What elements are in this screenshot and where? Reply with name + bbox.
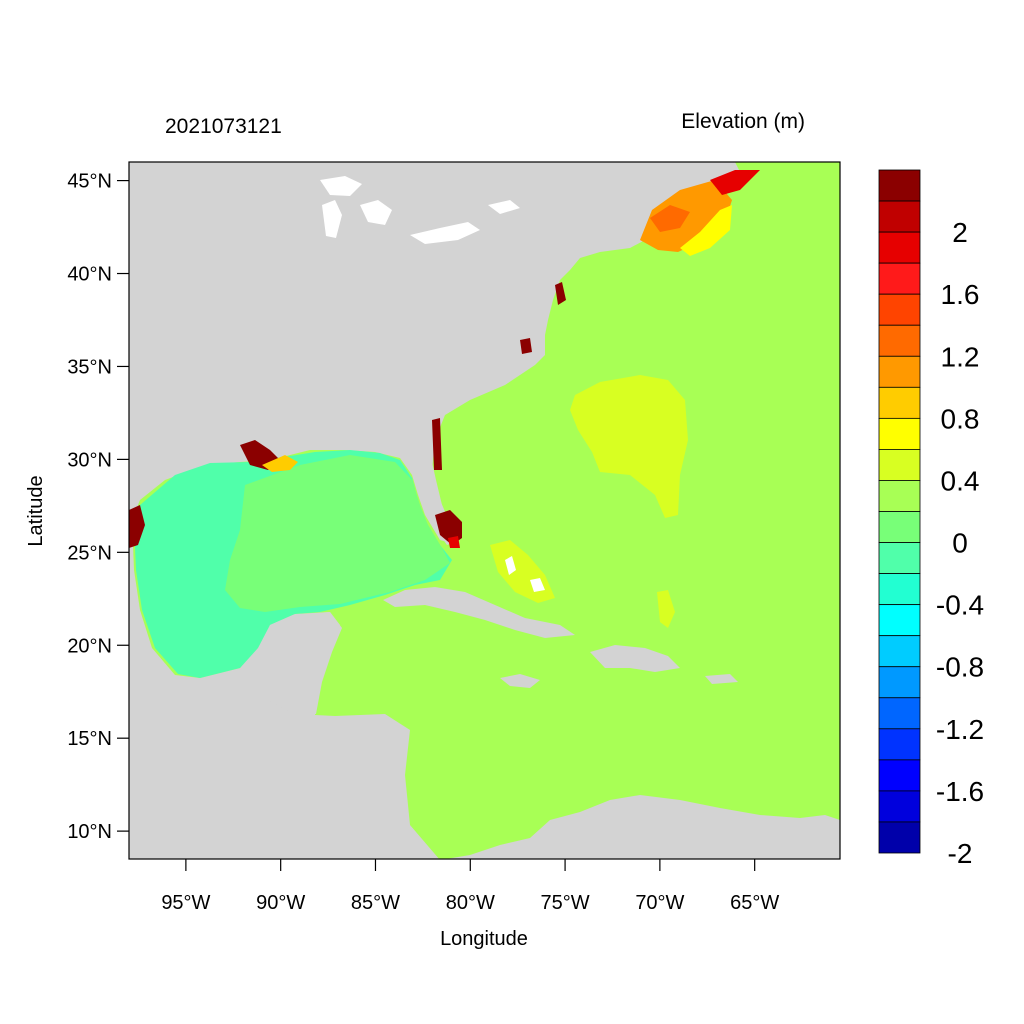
colorbar-swatch [878,697,921,730]
colorbar-label: 0.4 [941,465,980,496]
colorbar-swatch [878,355,921,388]
colorbar-swatch [878,728,921,761]
colorbar-swatch [878,293,921,326]
yucatan-land [248,612,342,714]
lat-tick-label: 40°N [67,264,112,286]
map-plot-area [129,162,840,859]
gulf-of-maine-yellow [680,205,732,256]
atlantic-small-anomaly [657,590,675,628]
colorbar-label: 1.6 [941,279,980,310]
y-axis-label: Latitude [25,475,47,546]
colorbar-label: -0.4 [936,590,984,621]
gulf-of-maine-red [710,170,760,195]
colorbar-swatch [878,449,921,481]
longitude-ticks: 95°W 90°W 85°W 80°W 75°W 70°W 65°W [161,859,779,914]
lat-tick-label: 45°N [67,171,112,193]
louisiana-coast-yellow [262,455,298,472]
colorbar-label: -2 [948,838,973,869]
lat-tick-label: 10°N [67,821,112,843]
florida-keys-red [448,536,460,548]
lat-tick-label: 35°N [67,356,112,378]
south-america-land [446,795,840,859]
colorbar-swatch [878,480,921,512]
colorbar-swatch [878,604,921,637]
atlantic-high-anomaly [570,375,688,518]
lat-tick-label: 15°N [67,728,112,750]
lon-tick-label: 70°W [635,892,684,914]
colorbar-swatch [878,262,921,295]
elevation-colorbar: 2 1.6 1.2 0.8 0.4 0 -0.4 -0.8 -1.2 -1.6 -2 [878,169,984,869]
variable-title: Elevation (m) [681,110,805,133]
lon-tick-label: 75°W [541,892,590,914]
colorbar-swatch [878,169,921,202]
colorbar-label: 0 [952,528,968,559]
cuba-land [383,587,575,638]
colorbar-swatch [878,666,921,699]
colorbar-label: 1.2 [941,341,980,372]
lat-tick-label: 20°N [67,635,112,657]
colorbar-swatch [878,759,921,792]
colorbar-swatch [878,790,921,823]
colorbar-label: -1.6 [936,776,984,807]
jamaica-land [500,674,540,688]
latitude-ticks: 45°N 40°N 35°N 30°N 25°N 20°N 15°N 10°N [67,171,129,843]
colorbar-swatch [878,573,921,606]
lon-tick-label: 80°W [446,892,495,914]
timestamp-label: 2021073121 [165,115,282,138]
lat-tick-label: 30°N [67,449,112,471]
lat-tick-label: 25°N [67,542,112,564]
gulf-of-maine-dark-orange [650,205,690,232]
colorbar-swatch [878,821,921,854]
great-lakes [320,176,520,244]
colorbar-label: -0.8 [936,652,984,683]
florida-coast-high [435,510,462,545]
colorbar-swatch [878,386,921,419]
puerto-rico-land [705,674,738,684]
texas-coast-high [129,505,145,548]
lon-tick-label: 90°W [256,892,305,914]
colorbar-label: 2 [952,217,968,248]
bahamas-land [505,556,545,592]
colorbar-swatch [878,417,921,450]
colorbar-swatch [878,511,921,543]
colorbar-swatch [878,231,921,264]
colorbar-swatch [878,542,921,574]
colorbar-label: 0.8 [941,403,980,434]
colorbar-swatch [878,324,921,357]
x-axis-label: Longitude [440,928,528,950]
lon-tick-label: 65°W [730,892,779,914]
hispaniola-land [590,645,680,672]
colorbar-swatch [878,635,921,668]
colorbar-label: -1.2 [936,714,984,745]
gulf-shelf [225,455,450,612]
map-frame [128,161,841,860]
colorbar-swatch [878,200,921,233]
lon-tick-label: 85°W [351,892,400,914]
lon-tick-label: 95°W [161,892,210,914]
